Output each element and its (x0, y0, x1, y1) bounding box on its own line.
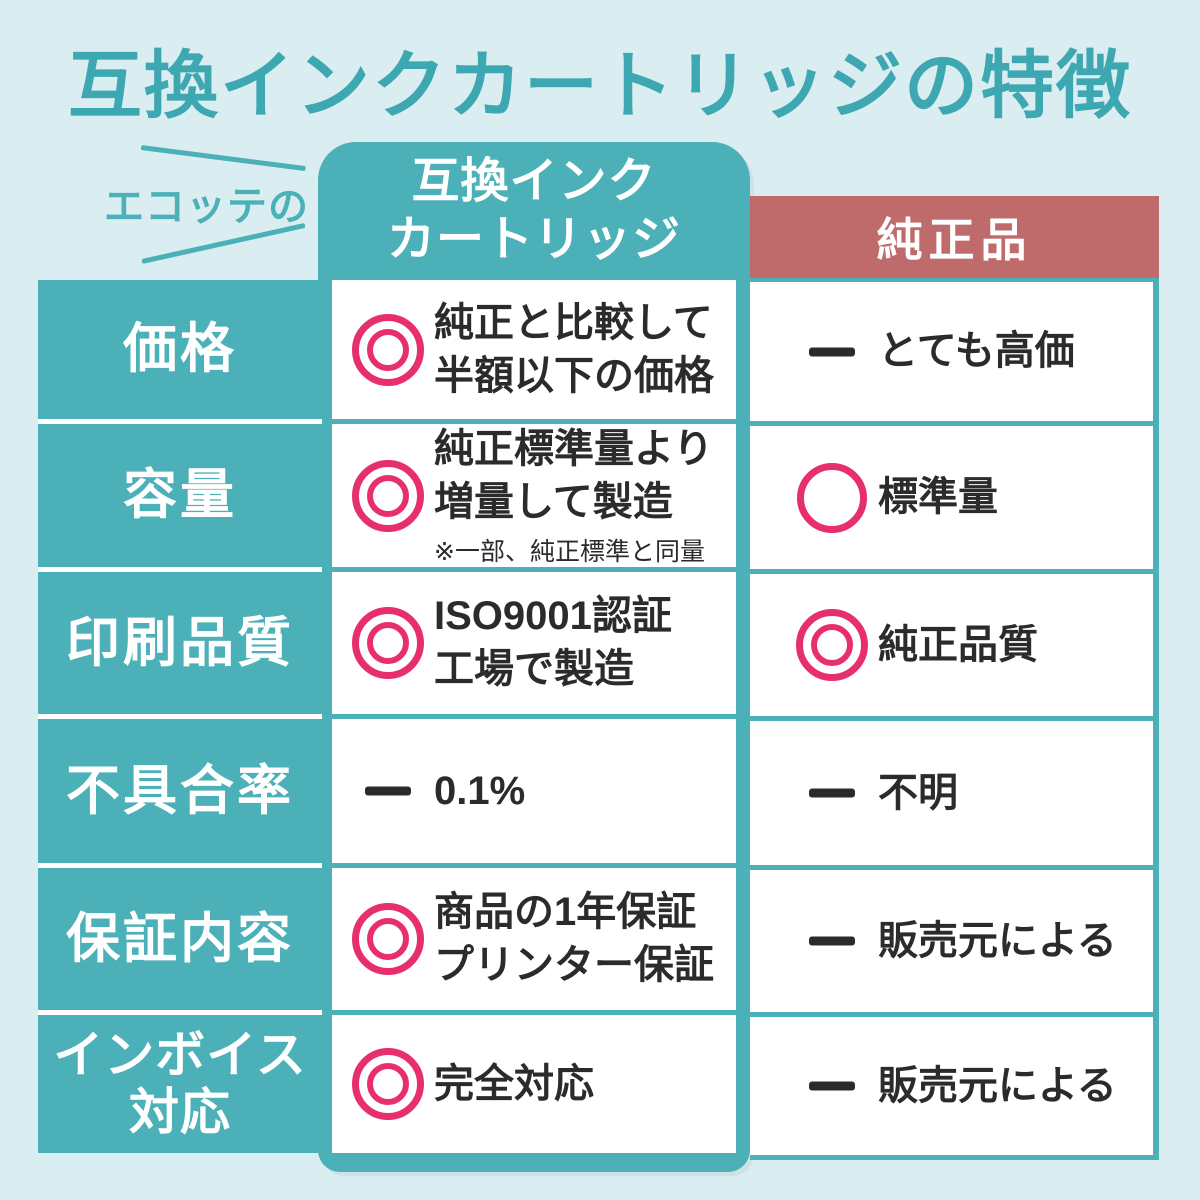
genuine-column: 純正品 とても高価 標準量 純正品質 不明 販売元による (750, 196, 1159, 1160)
dash-icon (786, 1017, 878, 1155)
double-circle-icon (342, 868, 434, 1010)
cell-text: ISO9001認証 工場で製造 (434, 594, 672, 691)
dash-icon (786, 282, 878, 421)
brand-label: エコッテの (104, 185, 309, 229)
genuine-column-header: 純正品 (750, 196, 1159, 278)
cell-text-wrap: 商品の1年保証 プリンター保証 (434, 886, 714, 992)
cell-text: 標準量 (878, 475, 998, 520)
compat-cell-defect-rate: 0.1% (332, 719, 736, 863)
cell-text: 純正標準量より 増量して製造 (434, 426, 714, 524)
cell-text-wrap: 純正標準量より 増量して製造 ※一部、純正標準と同量 (434, 423, 713, 569)
genuine-cell-defect-rate: 不明 (750, 721, 1153, 865)
dash-icon (342, 719, 434, 863)
genuine-cell-price: とても高価 (750, 282, 1153, 421)
cell-text: 不明 (878, 770, 958, 815)
cell-text: 販売元による (878, 918, 1117, 963)
cell-text-wrap: 完全対応 (434, 1058, 594, 1111)
dash-icon (786, 870, 878, 1012)
row-label-column: 価格 容量 印刷品質 不具合率 保証内容 インボイス 対応 (38, 280, 322, 1153)
compat-cell-price: 純正と比較して 半額以下の価格 (332, 280, 736, 419)
genuine-cell-capacity: 標準量 (750, 426, 1153, 569)
genuine-cell-warranty: 販売元による (750, 870, 1153, 1012)
row-label-invoice: インボイス 対応 (38, 1015, 322, 1153)
row-label-defect-rate: 不具合率 (38, 719, 322, 863)
double-circle-icon (786, 574, 878, 716)
compat-cell-warranty: 商品の1年保証 プリンター保証 (332, 868, 736, 1010)
compatible-column-rows: 純正と比較して 半額以下の価格 純正標準量より 増量して製造 ※一部、純正標準と… (332, 280, 736, 1153)
compat-cell-capacity: 純正標準量より 増量して製造 ※一部、純正標準と同量 (332, 424, 736, 567)
genuine-cell-print-quality: 純正品質 (750, 574, 1153, 716)
page-title: 互換インクカートリッジの特徴 (68, 44, 1132, 127)
cell-text-wrap: 純正と比較して 半額以下の価格 (434, 297, 714, 403)
dash-icon (786, 721, 878, 865)
cell-note: ※一部、純正標準と同量 (434, 538, 705, 567)
cell-text: 0.1% (434, 768, 526, 813)
cell-text-wrap: ISO9001認証 工場で製造 (434, 590, 672, 696)
cell-text: 販売元による (878, 1063, 1117, 1108)
double-circle-icon (342, 424, 434, 567)
cell-text: とても高価 (878, 329, 1075, 374)
compat-cell-invoice: 完全対応 (332, 1015, 736, 1153)
row-label-capacity: 容量 (38, 424, 322, 567)
cell-text: 商品の1年保証 プリンター保証 (434, 890, 714, 987)
emphasis-line-top-icon (140, 145, 306, 172)
compatible-column-card: 互換インク カートリッジ 純正と比較して 半額以下の価格 純正標準量より 増量し… (318, 142, 750, 1172)
circle-icon (786, 426, 878, 569)
compatible-column-header: 互換インク カートリッジ (386, 155, 681, 266)
cell-text: 完全対応 (434, 1061, 594, 1106)
row-label-warranty: 保証内容 (38, 868, 322, 1010)
double-circle-icon (342, 572, 434, 714)
genuine-cell-invoice: 販売元による (750, 1017, 1153, 1155)
genuine-column-rows: とても高価 標準量 純正品質 不明 販売元による 販売元による (750, 278, 1159, 1160)
cell-text: 純正と比較して 半額以下の価格 (434, 300, 714, 398)
compat-cell-print-quality: ISO9001認証 工場で製造 (332, 572, 736, 714)
cell-text: 純正品質 (878, 622, 1038, 667)
row-label-print-quality: 印刷品質 (38, 572, 322, 714)
double-circle-icon (342, 280, 434, 419)
double-circle-icon (342, 1015, 434, 1153)
cell-text-wrap: 0.1% (434, 765, 525, 818)
row-label-price: 価格 (38, 280, 322, 419)
